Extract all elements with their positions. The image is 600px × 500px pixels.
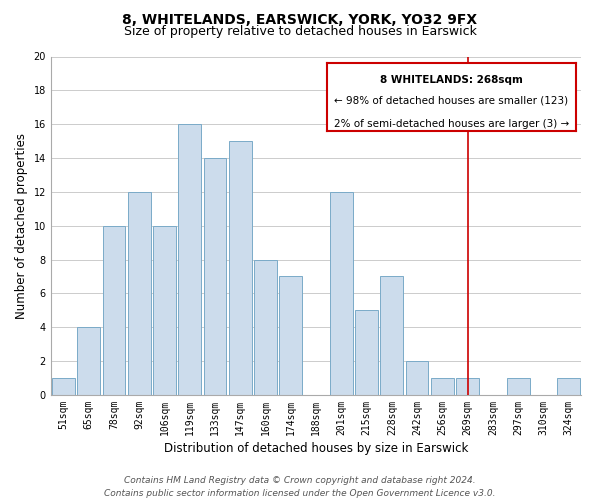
- Bar: [431, 378, 454, 395]
- Bar: [557, 378, 580, 395]
- X-axis label: Distribution of detached houses by size in Earswick: Distribution of detached houses by size …: [164, 442, 468, 455]
- Bar: [380, 276, 403, 395]
- Y-axis label: Number of detached properties: Number of detached properties: [15, 132, 28, 318]
- Bar: [77, 328, 100, 395]
- Bar: [128, 192, 151, 395]
- Bar: [406, 361, 428, 395]
- Bar: [103, 226, 125, 395]
- Text: Contains HM Land Registry data © Crown copyright and database right 2024.
Contai: Contains HM Land Registry data © Crown c…: [104, 476, 496, 498]
- Bar: [153, 226, 176, 395]
- Bar: [280, 276, 302, 395]
- Bar: [52, 378, 75, 395]
- Bar: [254, 260, 277, 395]
- Bar: [203, 158, 226, 395]
- Text: 8, WHITELANDS, EARSWICK, YORK, YO32 9FX: 8, WHITELANDS, EARSWICK, YORK, YO32 9FX: [122, 12, 478, 26]
- Bar: [178, 124, 201, 395]
- Text: Size of property relative to detached houses in Earswick: Size of property relative to detached ho…: [124, 25, 476, 38]
- Bar: [229, 141, 251, 395]
- Bar: [330, 192, 353, 395]
- Bar: [507, 378, 530, 395]
- Bar: [355, 310, 378, 395]
- Bar: [456, 378, 479, 395]
